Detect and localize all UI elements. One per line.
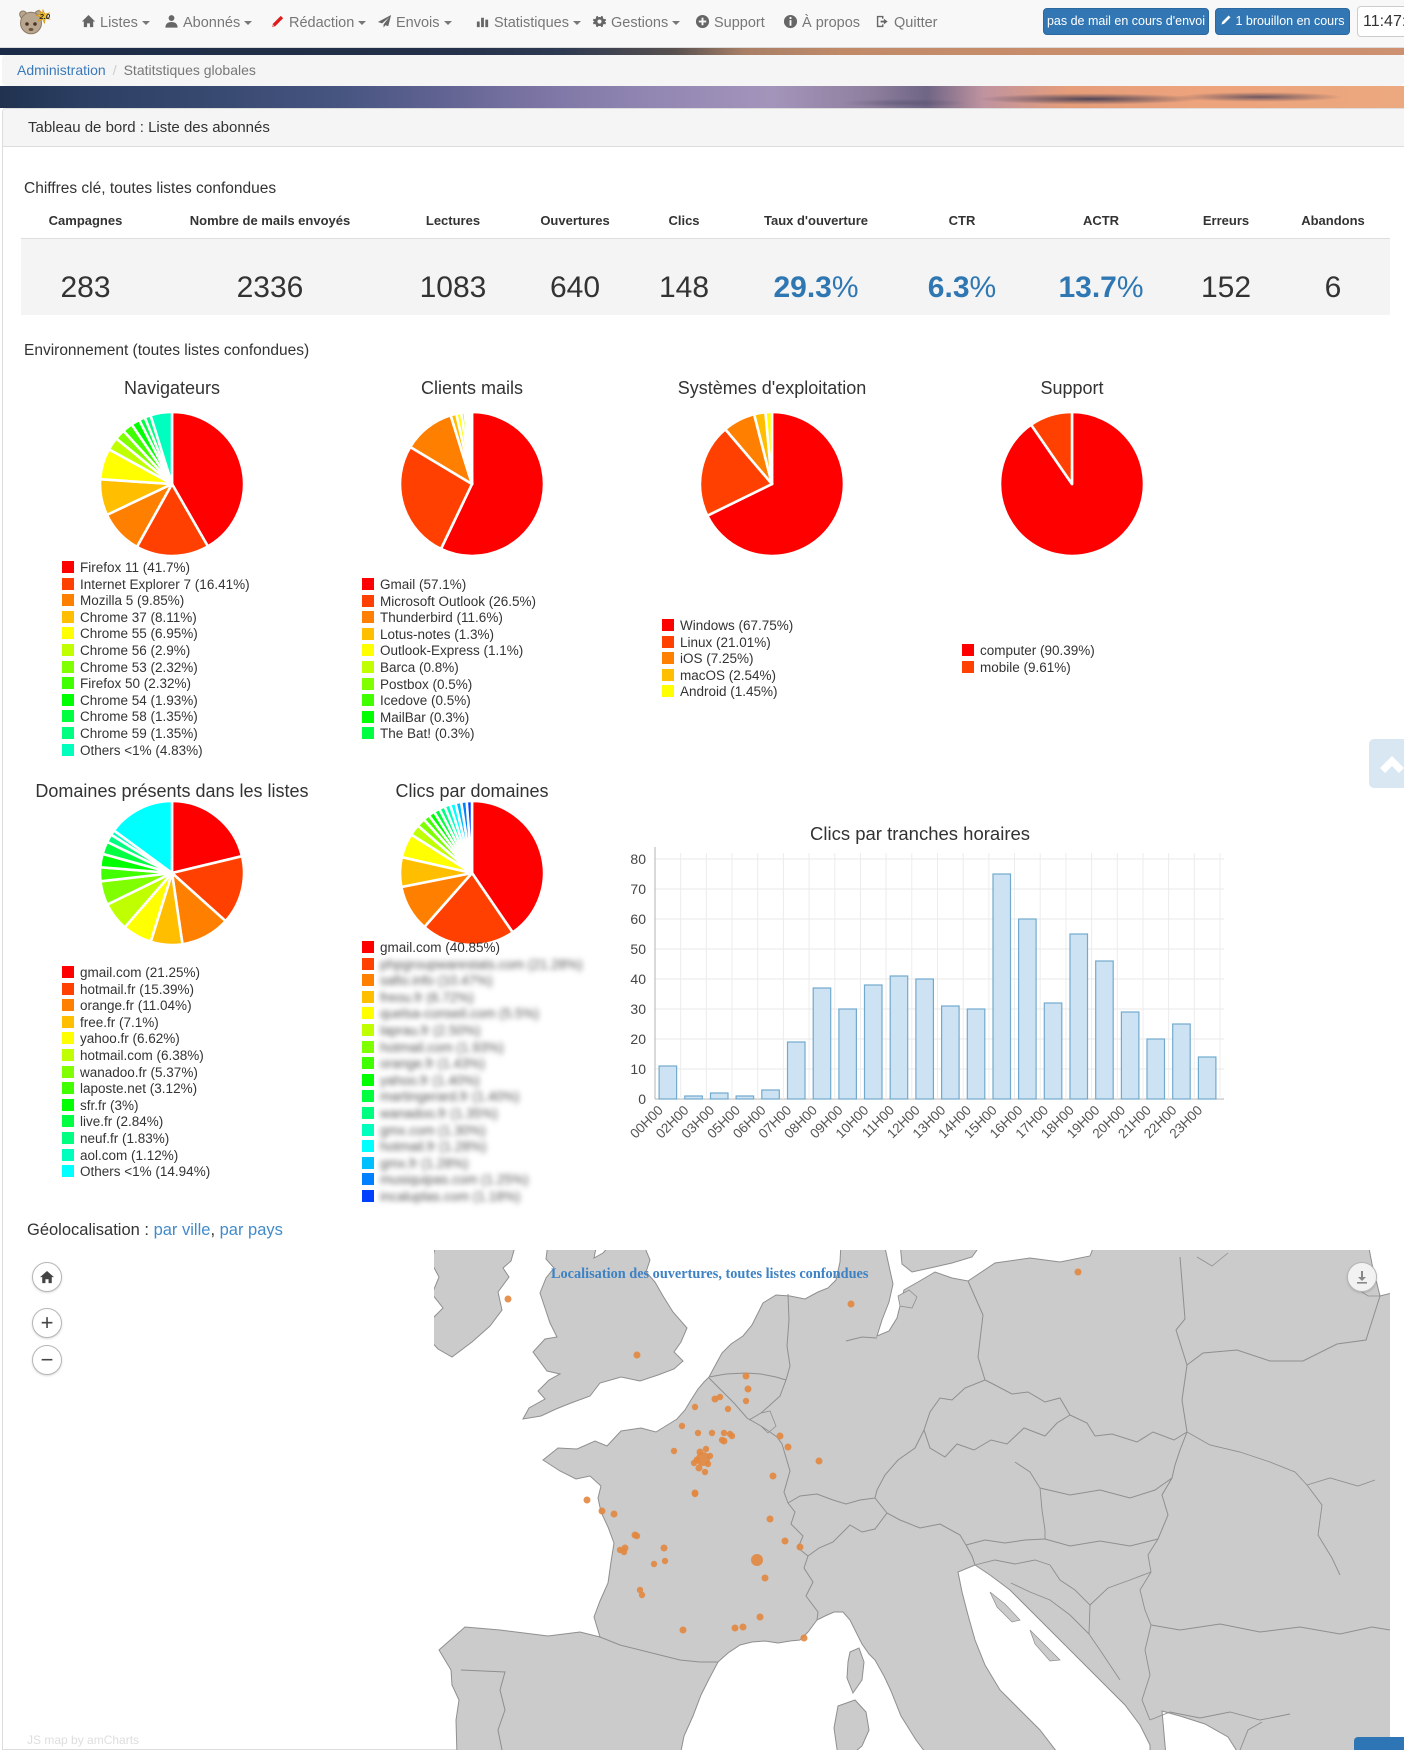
svg-text:2.0: 2.0 <box>39 12 51 21</box>
svg-text:Systèmes d'exploitation: Systèmes d'exploitation <box>678 378 867 398</box>
svg-text:Clics par tranches horaires: Clics par tranches horaires <box>810 823 1030 844</box>
svg-text:80: 80 <box>630 851 646 867</box>
svg-text:20: 20 <box>630 1031 646 1047</box>
svg-text:40: 40 <box>630 971 646 987</box>
svg-text:50: 50 <box>630 941 646 957</box>
svg-text:30: 30 <box>630 1001 646 1017</box>
svg-text:60: 60 <box>630 911 646 927</box>
svg-text:70: 70 <box>630 881 646 897</box>
svg-text:Clients mails: Clients mails <box>421 378 523 398</box>
svg-text:Navigateurs: Navigateurs <box>124 378 220 398</box>
svg-text:Support: Support <box>1040 378 1103 398</box>
svg-text:10: 10 <box>630 1061 646 1077</box>
svg-text:0: 0 <box>638 1091 646 1107</box>
svg-text:Clics par domaines: Clics par domaines <box>395 781 548 801</box>
svg-text:Domaines présents dans les lis: Domaines présents dans les listes <box>35 781 308 801</box>
